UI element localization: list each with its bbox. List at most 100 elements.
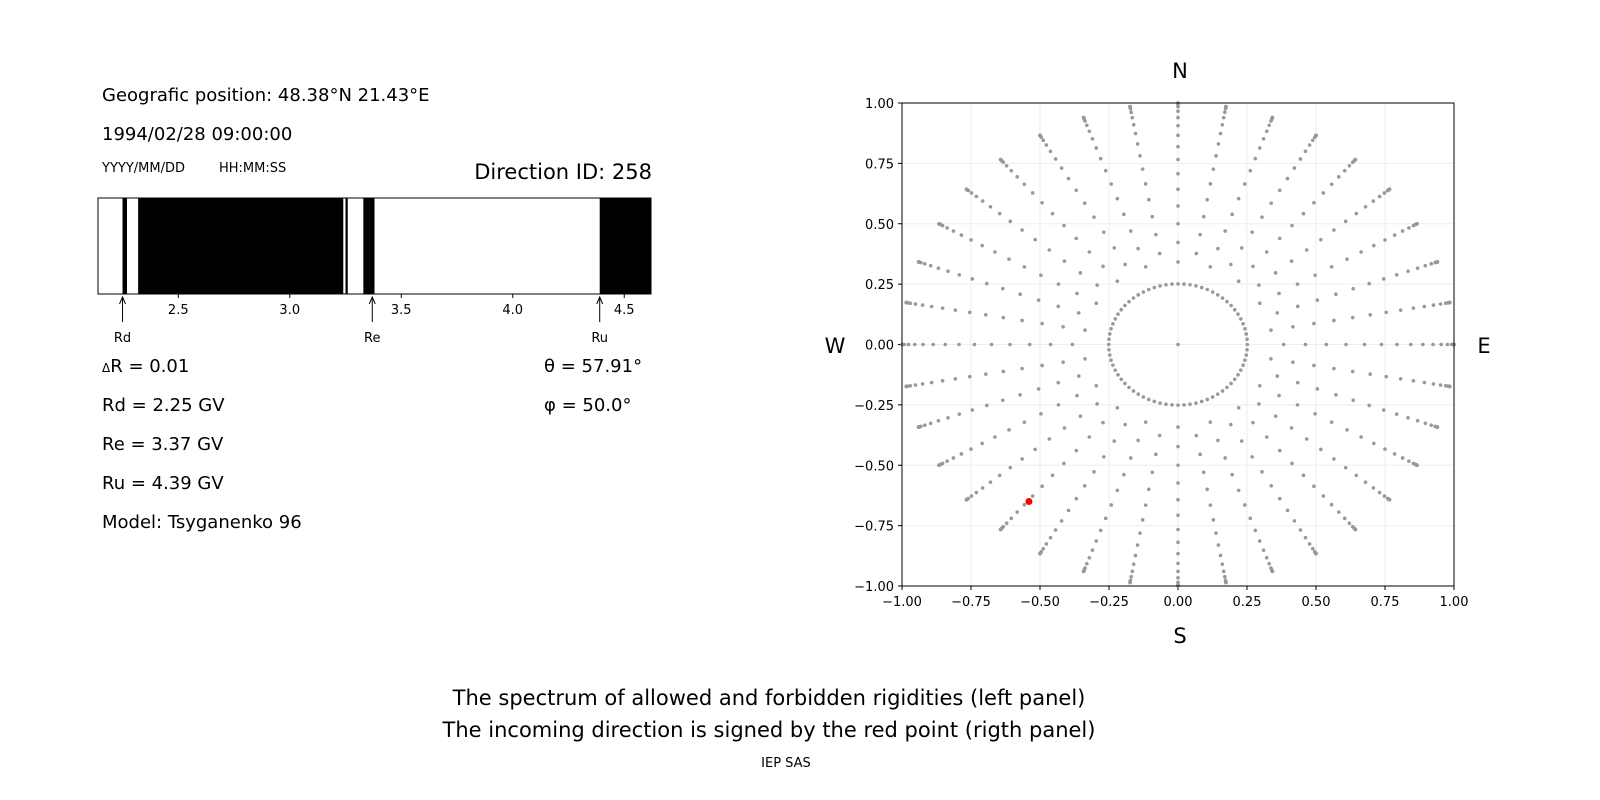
grid-dot bbox=[1090, 548, 1095, 552]
grid-dot bbox=[1081, 115, 1086, 120]
grid-dot bbox=[1321, 191, 1326, 195]
forbidden-band bbox=[363, 198, 375, 294]
grid-dot bbox=[936, 266, 941, 270]
grid-dot bbox=[1009, 168, 1014, 173]
grid-dot bbox=[1198, 232, 1202, 237]
grid-dot bbox=[1056, 403, 1061, 407]
grid-dot bbox=[1074, 188, 1079, 193]
grid-dot bbox=[1379, 342, 1384, 347]
arrow-head bbox=[596, 295, 604, 305]
grid-dot bbox=[1008, 342, 1012, 347]
grid-dot bbox=[1314, 551, 1318, 556]
grid-dot bbox=[1435, 260, 1440, 264]
grid-dot bbox=[1292, 166, 1297, 170]
grid-dot bbox=[1415, 266, 1420, 270]
grid-dot bbox=[969, 191, 974, 195]
grid-dot bbox=[1201, 214, 1206, 219]
grid-dot bbox=[1298, 528, 1303, 532]
grid-dot bbox=[1448, 300, 1452, 305]
grid-dot bbox=[937, 221, 941, 226]
grid-dot bbox=[1344, 342, 1348, 347]
grid-dot bbox=[1398, 308, 1403, 312]
grid-dot bbox=[1295, 403, 1300, 407]
grid-dot bbox=[904, 300, 908, 305]
grid-dot bbox=[957, 342, 961, 347]
grid-dot bbox=[1277, 393, 1281, 398]
grid-dot bbox=[1154, 452, 1158, 457]
grid-dot bbox=[1368, 372, 1372, 376]
grid-dot bbox=[1109, 358, 1113, 362]
grid-dot bbox=[1238, 317, 1243, 321]
grid-dot bbox=[1036, 387, 1041, 391]
grid-dot bbox=[1371, 441, 1376, 446]
grid-dot bbox=[1270, 569, 1275, 574]
grid-dot bbox=[1122, 212, 1126, 217]
grid-dot bbox=[1040, 484, 1044, 489]
grid-dot bbox=[1277, 188, 1282, 193]
grid-dot bbox=[969, 447, 973, 451]
grid-dot bbox=[1275, 374, 1280, 378]
grid-dot bbox=[1387, 187, 1392, 192]
grid-dot bbox=[1194, 433, 1199, 438]
date-format: YYYY/MM/DD bbox=[102, 161, 185, 176]
grid-dot bbox=[969, 238, 973, 242]
grid-dot bbox=[1201, 470, 1206, 475]
x-tick-label: 3.0 bbox=[279, 303, 300, 318]
grid-dot bbox=[1406, 415, 1410, 420]
grid-dot bbox=[1158, 401, 1162, 405]
grid-dot bbox=[1133, 131, 1138, 136]
grid-dot bbox=[1115, 279, 1120, 284]
grid-dot bbox=[1176, 569, 1180, 574]
grid-dot bbox=[1004, 164, 1009, 168]
grid-dot bbox=[1176, 221, 1180, 226]
grid-dot bbox=[1260, 470, 1264, 474]
west-label: W bbox=[825, 334, 846, 358]
grid-dot bbox=[1400, 456, 1405, 460]
grid-dot bbox=[1176, 463, 1180, 468]
grid-dot bbox=[1152, 285, 1157, 290]
grid-dot bbox=[988, 480, 993, 484]
grid-dot bbox=[1109, 182, 1114, 186]
grid-dot bbox=[1359, 250, 1363, 254]
grid-dot bbox=[1245, 347, 1249, 352]
grid-dot bbox=[1351, 286, 1356, 291]
grid-dot bbox=[1253, 156, 1258, 161]
grid-dot bbox=[1362, 342, 1367, 347]
grid-dot bbox=[998, 157, 1003, 162]
grid-dot bbox=[1131, 389, 1136, 393]
delta-r: ΔR = 0.01 bbox=[102, 356, 189, 377]
grid-dot bbox=[1291, 360, 1295, 365]
grid-dot bbox=[1176, 425, 1180, 429]
grid-dot bbox=[1087, 435, 1092, 439]
grid-dot bbox=[920, 303, 925, 307]
grid-dot bbox=[1154, 232, 1158, 237]
grid-dot bbox=[1164, 282, 1168, 287]
grid-dot bbox=[1438, 302, 1443, 306]
grid-dot bbox=[1102, 230, 1106, 234]
grid-dot bbox=[1363, 205, 1368, 209]
grid-dot bbox=[1008, 465, 1013, 470]
forbidden-band bbox=[345, 198, 348, 294]
grid-dot bbox=[1176, 342, 1180, 347]
grid-dot bbox=[1001, 315, 1006, 320]
grid-dot bbox=[1304, 248, 1309, 252]
grid-dot bbox=[1033, 237, 1037, 242]
grid-dot bbox=[1047, 437, 1052, 441]
grid-dot bbox=[1353, 527, 1358, 532]
grid-dot bbox=[1000, 286, 1005, 291]
grid-dot bbox=[945, 459, 949, 463]
grid-dot bbox=[1431, 303, 1436, 307]
grid-dot bbox=[1182, 403, 1186, 407]
grid-dot bbox=[1423, 421, 1428, 426]
datetime: 1994/02/28 09:00:00 bbox=[102, 124, 293, 145]
grid-dot bbox=[1098, 156, 1103, 161]
grid-dot bbox=[1062, 223, 1066, 228]
grid-dot bbox=[1007, 257, 1011, 261]
grid-dot bbox=[1281, 342, 1286, 347]
grid-dot bbox=[1303, 342, 1308, 347]
grid-dot bbox=[1101, 264, 1105, 269]
grid-dot bbox=[1398, 377, 1403, 381]
y-tick-label: −0.75 bbox=[854, 520, 894, 535]
grid-dot bbox=[1257, 539, 1262, 543]
